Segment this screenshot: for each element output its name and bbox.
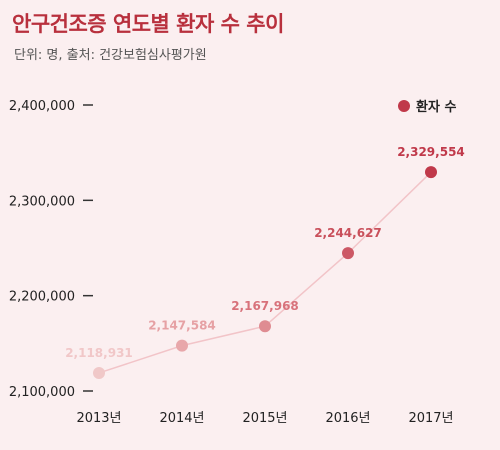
- y-tick-label: 2,200,000: [9, 290, 75, 305]
- chart-title: 안구건조증 연도별 환자 수 추이: [12, 12, 284, 36]
- data-label: 2,167,968: [231, 299, 299, 313]
- y-tick-label: 2,300,000: [9, 194, 75, 209]
- x-tick-label: 2017년: [408, 411, 453, 426]
- data-label: 2,147,584: [148, 319, 216, 333]
- y-tick-label: 2,400,000: [9, 99, 75, 114]
- data-point: [93, 366, 105, 379]
- y-tick-label: 2,100,000: [9, 385, 75, 400]
- data-point: [259, 320, 271, 333]
- data-point: [342, 247, 354, 260]
- legend-label: 환자 수: [416, 99, 456, 115]
- x-tick-label: 2016년: [325, 411, 370, 426]
- chart-subtitle: 단위: 명, 출처: 건강보험심사평가원: [14, 48, 207, 63]
- data-point: [425, 166, 437, 179]
- data-point: [176, 339, 188, 352]
- x-tick-label: 2014년: [159, 411, 204, 426]
- x-tick-label: 2013년: [76, 411, 121, 426]
- legend-marker: [398, 100, 410, 112]
- series-line: [98, 171, 432, 374]
- data-label: 2,118,931: [65, 346, 133, 360]
- data-label: 2,244,627: [314, 226, 382, 240]
- x-tick-label: 2015년: [242, 411, 287, 426]
- data-label: 2,329,554: [397, 145, 465, 159]
